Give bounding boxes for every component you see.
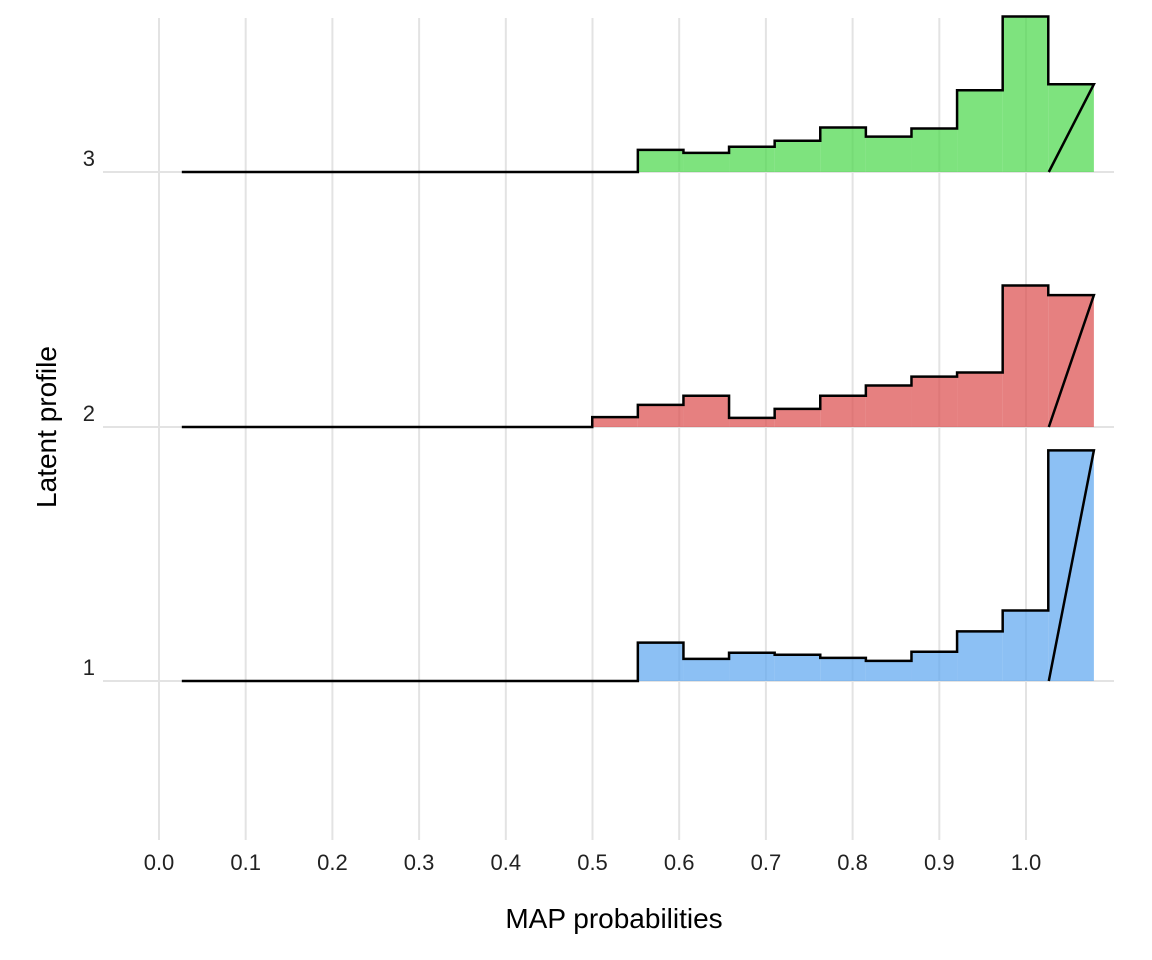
histogram-bin <box>774 408 821 427</box>
histogram-bin <box>774 654 821 681</box>
x-tick-label: 0.1 <box>230 850 261 875</box>
histogram-bin <box>683 152 730 172</box>
histogram-bin <box>820 657 866 681</box>
histogram-bin <box>683 658 730 681</box>
histogram-bin <box>820 395 866 427</box>
histogram-bin <box>683 395 730 427</box>
histogram-bin <box>865 136 912 172</box>
x-tick-label: 0.3 <box>404 850 435 875</box>
x-tick-label: 1.0 <box>1011 850 1042 875</box>
histogram-bin <box>1002 16 1049 172</box>
y-tick-label: 2 <box>83 401 95 426</box>
x-tick-label: 0.0 <box>144 850 175 875</box>
histogram-bin <box>729 417 775 427</box>
ridge-outline <box>181 284 1096 429</box>
histogram-bin <box>637 642 684 681</box>
histogram-bin <box>637 149 684 172</box>
x-tick-label: 0.6 <box>664 850 695 875</box>
histogram-bin <box>911 651 958 681</box>
ridge-profile-2 <box>181 284 1096 429</box>
histogram-bin <box>911 376 958 427</box>
ridge-layer <box>181 15 1096 683</box>
y-tick-label: 1 <box>83 655 95 680</box>
histogram-bin <box>1002 610 1049 681</box>
ridge-profile-3 <box>181 15 1096 174</box>
histogram-bin <box>957 90 1003 172</box>
histogram-bin <box>637 404 684 427</box>
histogram-bin <box>592 417 638 427</box>
y-axis-title: Latent profile <box>31 346 62 508</box>
histogram-bin <box>729 652 775 681</box>
x-tick-label: 0.9 <box>924 850 955 875</box>
x-axis-title: MAP probabilities <box>505 903 722 934</box>
histogram-bin <box>957 372 1003 427</box>
histogram-bin <box>774 140 821 172</box>
histogram-bin <box>865 385 912 427</box>
x-tick-label: 0.5 <box>577 850 608 875</box>
x-tick-label: 0.4 <box>491 850 522 875</box>
ridge-profile-1 <box>181 449 1096 683</box>
ridge-outline <box>181 449 1096 683</box>
histogram-bin <box>1002 285 1049 427</box>
x-tick-labels: 0.0 0.1 0.2 0.3 0.4 0.5 0.6 0.7 0.8 0.9 1.0 <box>144 850 1042 875</box>
ridge-outline <box>181 15 1096 174</box>
histogram-bin <box>911 128 958 172</box>
histogram-bin <box>865 660 912 681</box>
histogram-bin <box>957 631 1003 681</box>
x-tick-label: 0.8 <box>837 850 868 875</box>
y-tick-labels: 1 2 3 <box>83 146 95 680</box>
x-tick-label: 0.2 <box>317 850 348 875</box>
y-tick-label: 3 <box>83 146 95 171</box>
histogram-bin <box>729 146 775 172</box>
x-tick-label: 0.7 <box>751 850 782 875</box>
histogram-bin <box>820 127 866 172</box>
